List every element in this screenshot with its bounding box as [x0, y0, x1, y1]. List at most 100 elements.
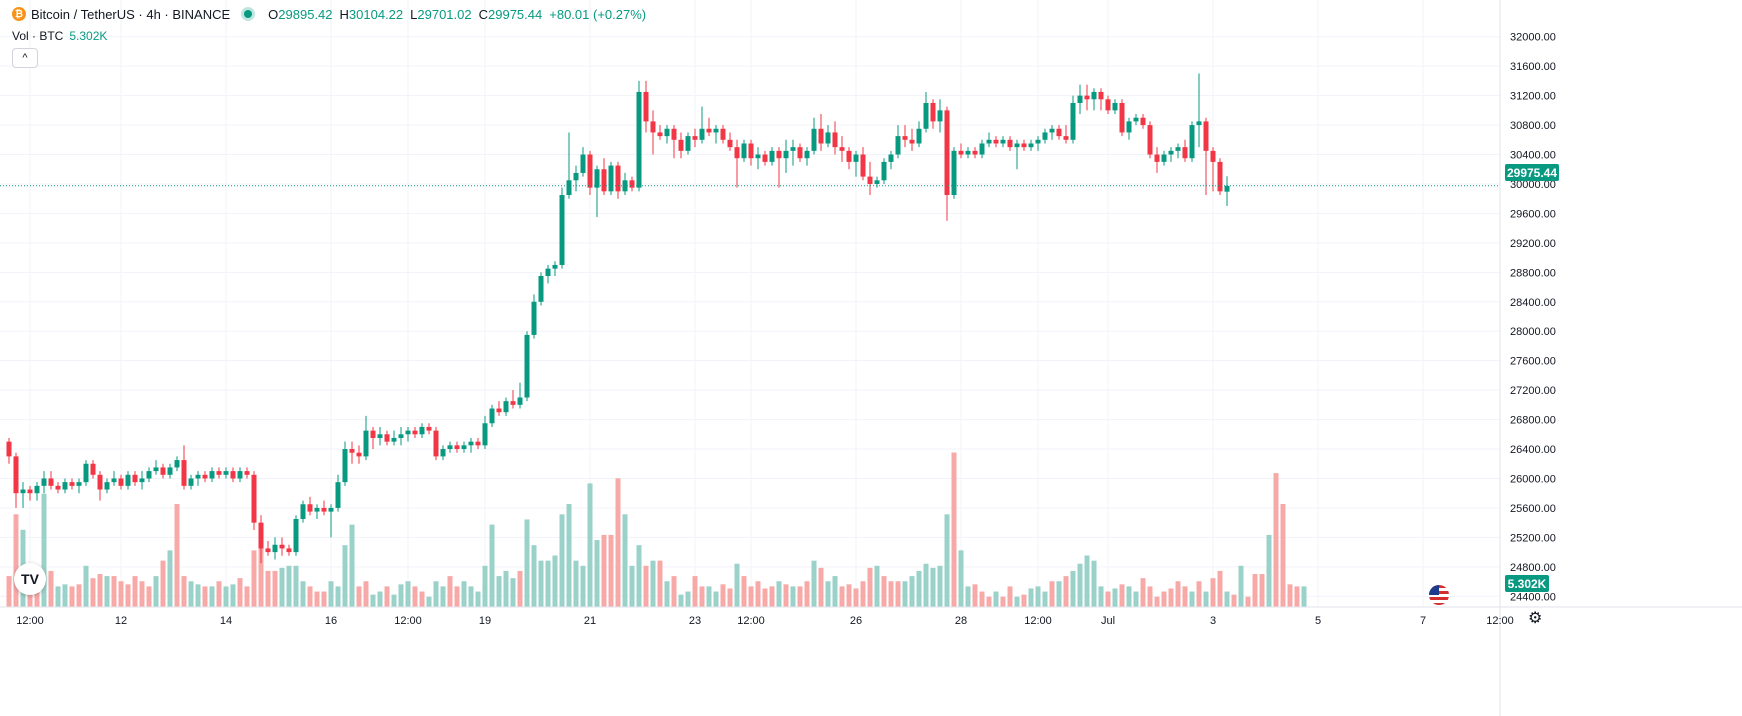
candle-body	[874, 180, 880, 184]
volume-bar	[1259, 574, 1265, 607]
volume-bar	[461, 581, 467, 607]
candle-body	[1112, 102, 1118, 111]
price-tick-label: 29600.00	[1510, 208, 1556, 220]
candle	[314, 504, 320, 519]
candle-body	[937, 110, 943, 122]
candle	[237, 467, 243, 483]
volume-bar	[804, 581, 810, 607]
volume-bar	[1182, 586, 1188, 607]
volume-bar	[699, 586, 705, 607]
candle-body	[454, 445, 460, 450]
candle	[951, 147, 957, 199]
candle-body	[706, 128, 712, 133]
candle-body	[48, 478, 54, 486]
candle	[1070, 95, 1076, 144]
candle-body	[1021, 143, 1027, 148]
volume-bar	[552, 555, 558, 607]
price-tick-label: 31200.00	[1510, 91, 1556, 103]
tradingview-logo-icon[interactable]: TV	[14, 563, 46, 595]
volume-bar	[412, 586, 418, 607]
candle-body	[1224, 185, 1230, 192]
open-label: O	[268, 6, 279, 22]
volume-badge: 5.302K	[1505, 575, 1549, 592]
candle-body	[1042, 132, 1048, 140]
candle-body	[741, 143, 747, 159]
candle	[76, 478, 82, 494]
candle-body	[286, 548, 292, 553]
volume-bar	[125, 584, 131, 607]
volume-bar	[41, 493, 47, 607]
candle-body	[384, 434, 390, 442]
volume-bar	[398, 584, 404, 607]
candle	[1049, 125, 1055, 140]
candle-body	[783, 150, 789, 159]
volume-bar	[167, 550, 173, 607]
volume-bar	[1294, 586, 1300, 607]
volume-bar	[1203, 591, 1209, 607]
candle-body	[538, 276, 544, 302]
candle-body	[1140, 117, 1146, 126]
time-tick-label: 5	[1315, 615, 1321, 627]
candle-body	[1056, 128, 1062, 137]
candle	[48, 471, 54, 490]
candle	[1203, 117, 1209, 196]
candle	[615, 161, 621, 199]
candle	[769, 147, 775, 166]
candle-body	[608, 165, 614, 192]
volume-bar	[104, 576, 110, 607]
volume-bar	[734, 563, 740, 607]
candle-body	[1210, 150, 1216, 162]
volume-bar	[825, 581, 831, 607]
price-tick-label: 30000.00	[1510, 179, 1556, 191]
ohlc-values: O29895.42 H30104.22 L29701.02 C29975.44 …	[268, 7, 646, 22]
candle-body	[377, 434, 383, 438]
candle	[132, 471, 138, 486]
candle-body	[888, 154, 894, 162]
candle	[1105, 95, 1111, 115]
price-tick-label: 32000.00	[1510, 32, 1556, 44]
volume-bar	[622, 514, 628, 607]
symbol-title[interactable]: Bitcoin / TetherUS · 4h · BINANCE	[31, 6, 231, 22]
candlesticks	[6, 73, 1230, 564]
gear-icon[interactable]: ⚙	[1528, 610, 1543, 627]
volume-bar	[720, 584, 726, 607]
volume-bar	[797, 586, 803, 607]
time-tick-label: 7	[1420, 615, 1426, 627]
candle	[1035, 136, 1041, 151]
candle	[195, 471, 201, 486]
candle-body	[909, 139, 915, 144]
volume-bar	[1112, 588, 1118, 607]
volume-bar	[48, 570, 54, 607]
volume-bar	[748, 586, 754, 607]
us-flag-icon[interactable]	[1429, 585, 1449, 605]
candle-body	[1217, 161, 1223, 192]
time-axis[interactable]: 12:00 12 14 16 12:00 19 21 23 12:00 26 28 12:00 Jul 3…	[16, 615, 1514, 627]
price-tick-label: 31600.00	[1510, 61, 1556, 73]
candle	[783, 139, 789, 173]
volume-bar	[370, 594, 376, 607]
candle	[678, 132, 684, 159]
candle	[1112, 99, 1118, 115]
candle-body	[258, 522, 264, 549]
collapse-legend-button[interactable]: ^	[12, 48, 38, 68]
volume-bar	[1133, 591, 1139, 607]
candle-body	[244, 471, 250, 475]
candle	[1056, 125, 1062, 140]
volume-bar	[174, 504, 180, 607]
candle-body	[202, 474, 208, 479]
candle	[279, 537, 285, 556]
candle-body	[664, 128, 670, 137]
volume-label[interactable]: Vol · BTC	[12, 29, 64, 43]
volume-bar	[1140, 578, 1146, 607]
volume-bar	[566, 504, 572, 607]
candle	[153, 460, 159, 475]
candle	[741, 139, 747, 162]
volume-bar	[692, 576, 698, 607]
close-value: 29975.44	[488, 6, 543, 22]
candle	[1000, 136, 1006, 148]
volume-bar	[1147, 586, 1153, 607]
candle	[426, 423, 432, 435]
candle-body	[251, 474, 257, 523]
